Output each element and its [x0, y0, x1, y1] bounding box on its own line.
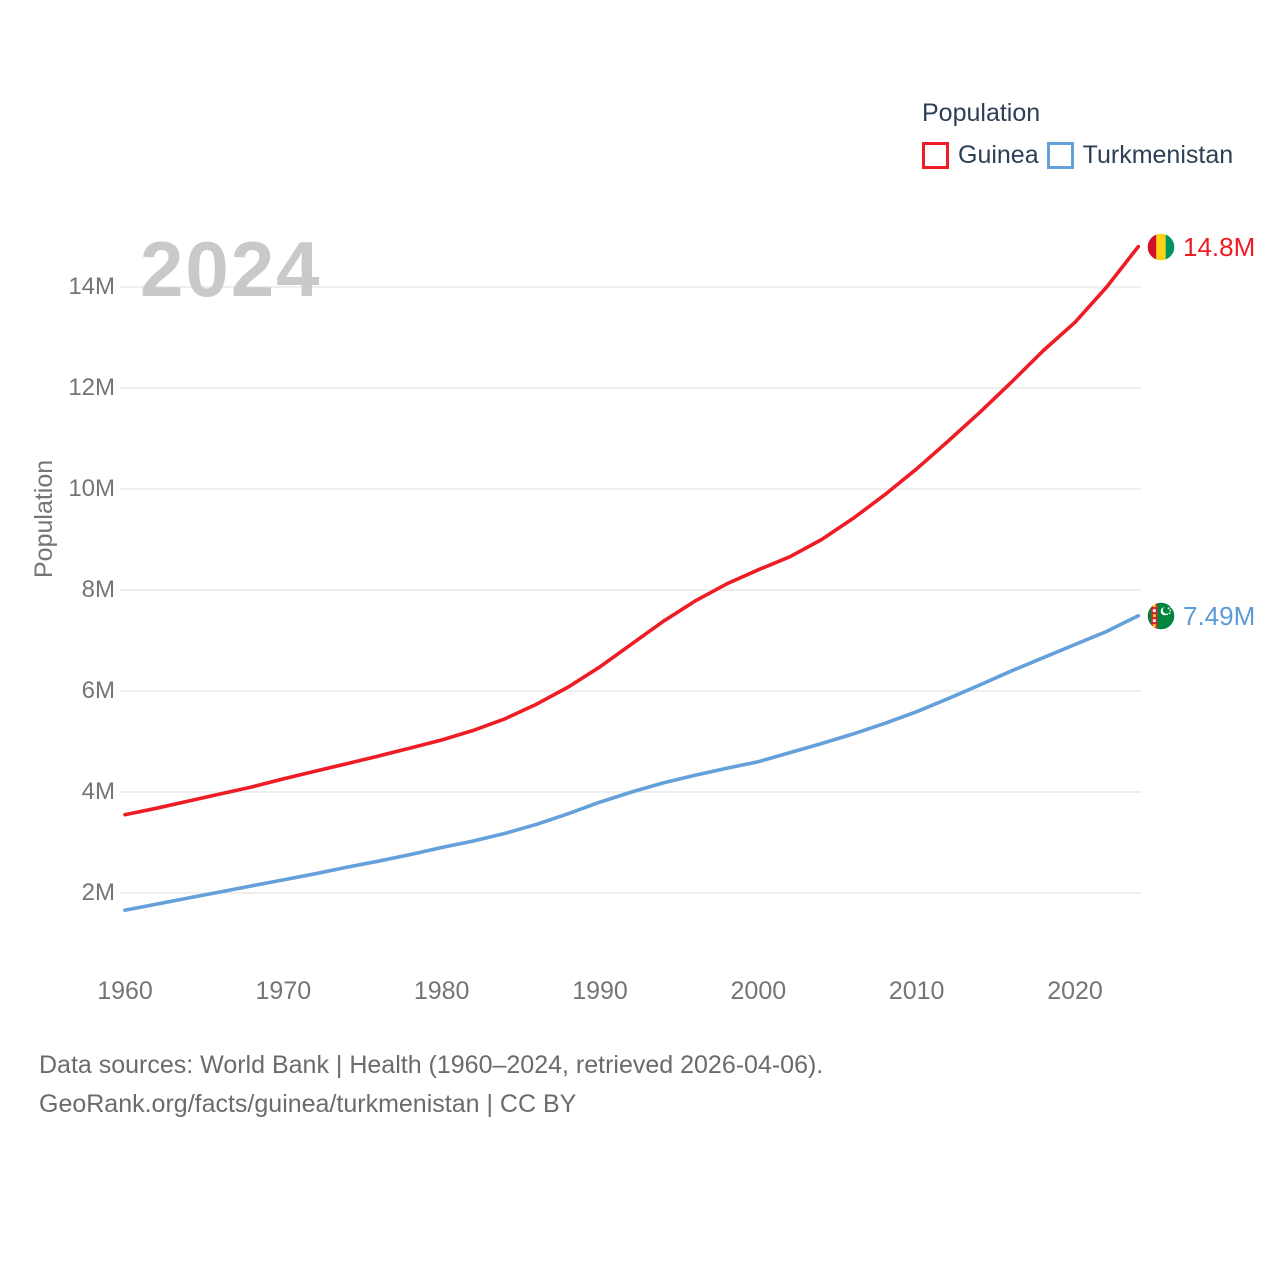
y-tick-label: 10M [68, 475, 115, 502]
legend-item-guinea[interactable]: Guinea [922, 141, 1039, 170]
guinea-end-value-label: 14.8M [1183, 231, 1256, 262]
x-tick-label: 2000 [730, 977, 787, 1005]
turkmenistan-flag-icon [1145, 600, 1177, 632]
x-tick-label: 1980 [413, 977, 470, 1005]
turkmenistan-series-swatch [1046, 142, 1074, 169]
guinea-flag-icon [1145, 230, 1177, 263]
legend-items: Guinea Turkmenistan [922, 141, 1233, 170]
legend-label-guinea: Guinea [958, 141, 1039, 169]
y-tick-label: 6M [81, 677, 115, 704]
footer-attribution: Data sources: World Bank | Health (1960–… [39, 1046, 823, 1124]
data-sources-line: Data sources: World Bank | Health (1960–… [39, 1051, 824, 1079]
y-tick-label: 2M [81, 879, 115, 906]
y-tick-label: 12M [68, 374, 115, 401]
x-tick-label: 2010 [888, 977, 945, 1005]
guinea-series-swatch [922, 142, 949, 169]
georank-link-line[interactable]: GeoRank.org/facts/guinea/turkmenistan | … [39, 1090, 577, 1118]
chart-legend: Population Guinea Turkmenistan [922, 99, 1233, 170]
turkmenistan-series-line[interactable] [123, 613, 1141, 913]
x-tick-label: 1990 [572, 977, 628, 1005]
legend-label-turkmenistan: Turkmenistan [1082, 141, 1234, 169]
guinea-series-line[interactable] [123, 244, 1141, 817]
watermark-year: 2024 [140, 225, 322, 313]
x-tick-label: 1960 [97, 977, 153, 1005]
x-tick-label: 1970 [255, 977, 312, 1005]
x-tick-label: 2020 [1047, 977, 1103, 1005]
legend-title: Population [922, 99, 1041, 127]
line-chart-plot [120, 244, 1141, 913]
turkmenistan-end-value-label: 7.49M [1183, 600, 1256, 631]
legend-item-turkmenistan[interactable]: Turkmenistan [1046, 141, 1234, 170]
y-tick-label: 14M [68, 273, 115, 300]
y-tick-label: 8M [81, 576, 115, 603]
y-tick-label: 4M [81, 778, 115, 805]
